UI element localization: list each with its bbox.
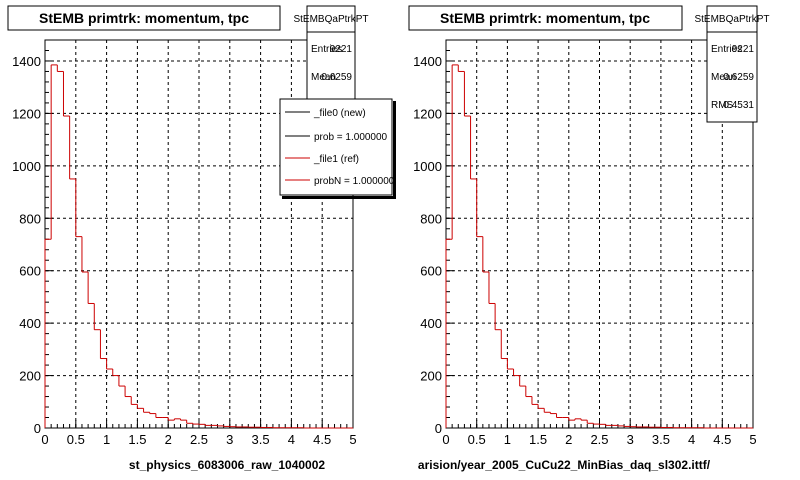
right-x-tick-label: 3 xyxy=(627,432,634,447)
left-stats-mean-value: 0.6259 xyxy=(321,72,352,83)
right-stats-mean-value: 0.6259 xyxy=(723,72,754,83)
right-x-tick-label: 4 xyxy=(688,432,695,447)
right-panel: StEMB primtrk: momentum, tpc 0 0.5 1 1.5 2 2.… xyxy=(408,5,770,472)
right-title-box: StEMB primtrk: momentum, tpc xyxy=(408,5,683,31)
left-x-tick-label: 3 xyxy=(226,432,233,447)
right-x-tick-label: 2 xyxy=(565,432,572,447)
left-stats-name: StEMBQaPtrkPT xyxy=(293,14,368,25)
legend-label-prob: prob = 1.000000 xyxy=(314,132,388,143)
right-x-tick-label: 2.5 xyxy=(590,432,608,447)
legend-box: _file0 (new) prob = 1.000000 _file1 (ref… xyxy=(279,98,396,199)
right-x-tick-label: 4.5 xyxy=(713,432,731,447)
right-y-tick-label: 200 xyxy=(420,369,442,384)
right-x-axis-label: arision/year_2005_CuCu22_MinBias_daq_sl3… xyxy=(418,458,711,472)
left-x-tick-label: 2.5 xyxy=(190,432,208,447)
right-y-tick-label: 600 xyxy=(420,264,442,279)
right-stats-name: StEMBQaPtrkPT xyxy=(694,14,769,25)
left-x-tick-label: 4.5 xyxy=(313,432,331,447)
right-stats-entries-label: Entries xyxy=(711,44,742,55)
left-y-tick-label: 0 xyxy=(34,421,41,436)
right-x-tick-label: 5 xyxy=(749,432,756,447)
right-x-tick-label: 3.5 xyxy=(652,432,670,447)
legend-label-file0: _file0 (new) xyxy=(313,108,366,119)
right-x-tick-label: 1.5 xyxy=(529,432,547,447)
right-stats-rms-label: RMS xyxy=(711,100,734,111)
right-stats-box: StEMBQaPtrkPT Entries 9221 Mean 0.6259 R… xyxy=(694,5,770,123)
right-stats-mean-label: Mean xyxy=(711,72,736,83)
left-x-tick-label: 3.5 xyxy=(252,432,270,447)
left-y-tick-label: 1200 xyxy=(12,106,41,121)
left-x-axis-label: st_physics_6083006_raw_1040002 xyxy=(129,458,325,472)
left-panel-title: StEMB primtrk: momentum, tpc xyxy=(39,10,249,26)
right-y-tick-label: 400 xyxy=(420,316,442,331)
right-x-tick-label: 0 xyxy=(442,432,449,447)
right-x-tick-label: 1 xyxy=(504,432,511,447)
right-y-tick-label: 1200 xyxy=(413,106,442,121)
left-y-tick-label: 800 xyxy=(19,211,41,226)
left-x-tick-label: 1.5 xyxy=(128,432,146,447)
right-panel-title: StEMB primtrk: momentum, tpc xyxy=(440,10,650,26)
left-panel: StEMB primtrk: momentum, tpc 0 0.5 1 1.5 2 2.… xyxy=(7,5,396,472)
left-y-tick-label: 600 xyxy=(19,264,41,279)
left-title-box: StEMB primtrk: momentum, tpc xyxy=(7,5,281,31)
left-x-tick-label: 0.5 xyxy=(67,432,85,447)
legend-label-file1: _file1 (ref) xyxy=(313,154,359,165)
left-stats-entries-value: 9221 xyxy=(330,44,353,55)
left-y-tick-label: 200 xyxy=(19,369,41,384)
right-stats-rms-value: 0.4531 xyxy=(723,100,754,111)
right-y-tick-label: 0 xyxy=(435,421,442,436)
right-y-tick-label: 1400 xyxy=(413,54,442,69)
right-stats-entries-value: 9221 xyxy=(732,44,755,55)
right-x-tick-label: 0.5 xyxy=(468,432,486,447)
legend-label-probn: probN = 1.000000 xyxy=(314,176,395,187)
left-x-tick-label: 1 xyxy=(103,432,110,447)
left-x-tick-label: 0 xyxy=(41,432,48,447)
left-x-tick-label: 4 xyxy=(288,432,295,447)
left-y-tick-label: 400 xyxy=(19,316,41,331)
left-x-tick-label: 5 xyxy=(349,432,356,447)
right-plot-area: 0 0.5 1 1.5 2 2.5 3 3.5 4 4.5 5 0 200 400 600 800 1000 12… xyxy=(413,39,757,447)
left-stats-entries-label: Entries xyxy=(311,44,342,55)
left-stats-mean-label: Mean xyxy=(311,72,336,83)
left-y-tick-label: 1400 xyxy=(12,54,41,69)
right-y-tick-label: 1000 xyxy=(413,159,442,174)
left-y-tick-label: 1000 xyxy=(12,159,41,174)
left-x-tick-label: 2 xyxy=(165,432,172,447)
right-y-tick-label: 800 xyxy=(420,211,442,226)
